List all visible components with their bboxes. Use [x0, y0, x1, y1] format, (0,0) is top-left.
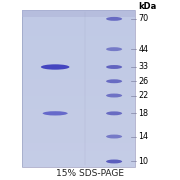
Ellipse shape — [106, 159, 122, 163]
Text: 10: 10 — [138, 157, 148, 166]
Text: 70: 70 — [138, 14, 148, 23]
FancyBboxPatch shape — [22, 10, 135, 167]
Text: 33: 33 — [138, 62, 148, 71]
Ellipse shape — [106, 111, 122, 115]
Ellipse shape — [106, 94, 122, 98]
Text: 44: 44 — [138, 45, 148, 54]
Text: 14: 14 — [138, 132, 148, 141]
FancyBboxPatch shape — [22, 10, 135, 17]
Ellipse shape — [106, 17, 122, 21]
Ellipse shape — [43, 111, 68, 116]
Ellipse shape — [106, 47, 122, 51]
Text: 26: 26 — [138, 77, 148, 86]
Ellipse shape — [106, 65, 122, 69]
Ellipse shape — [41, 64, 69, 70]
Text: kDa: kDa — [138, 2, 156, 11]
Text: 18: 18 — [138, 109, 148, 118]
Text: 15% SDS-PAGE: 15% SDS-PAGE — [56, 168, 124, 177]
Ellipse shape — [106, 135, 122, 138]
Ellipse shape — [106, 79, 122, 83]
Text: 22: 22 — [138, 91, 148, 100]
